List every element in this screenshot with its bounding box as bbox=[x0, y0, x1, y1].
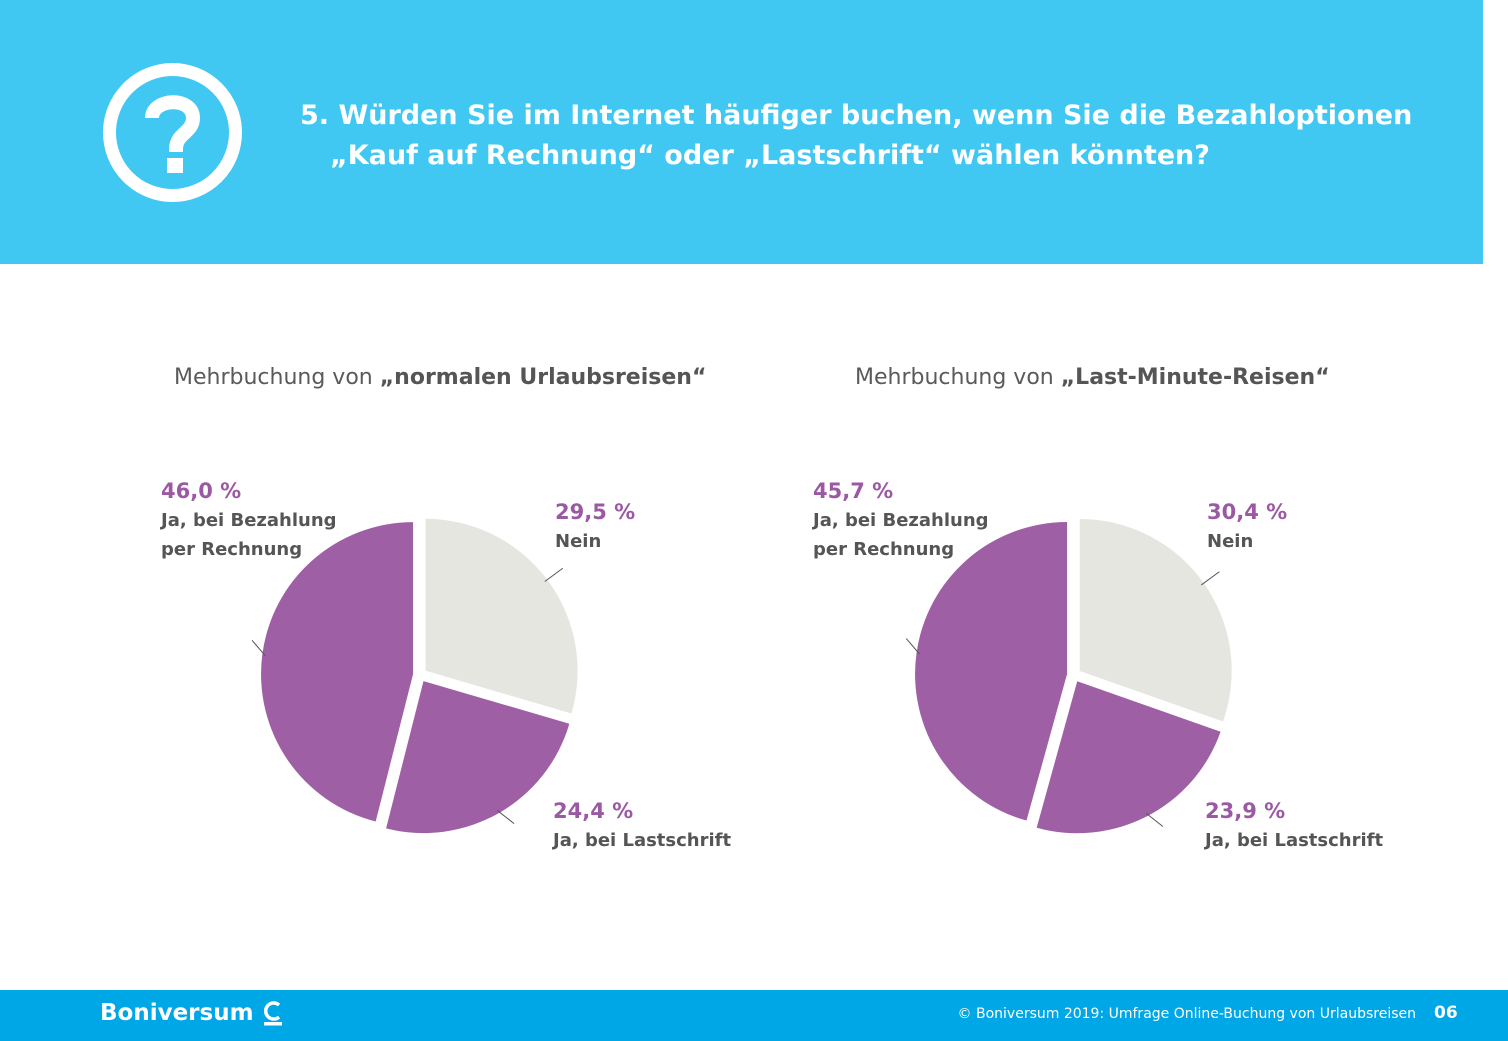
leader-line bbox=[497, 810, 515, 825]
chart2-pct-rechnung: 45,7 % bbox=[813, 479, 894, 503]
brand-logo: Boniversum bbox=[100, 1000, 284, 1027]
chart1-text-nein: Nein bbox=[555, 531, 602, 552]
chart2-label-nein: 30,4 % Nein bbox=[1207, 497, 1287, 556]
chart1-title-bold: „normalen Urlaubsreisen“ bbox=[379, 365, 707, 390]
brand-name: Boniversum bbox=[100, 1000, 254, 1026]
chart2-text-rechnung-2: per Rechnung bbox=[813, 539, 955, 560]
chart2-text-nein: Nein bbox=[1207, 531, 1254, 552]
copyright-text: © Boniversum 2019: Umfrage Online-Buchun… bbox=[957, 1006, 1416, 1022]
chart1-label-rechnung: 46,0 % Ja, bei Bezahlung per Rechnung bbox=[161, 476, 337, 564]
chart1-pct-lastschrift: 24,4 % bbox=[553, 799, 634, 823]
page-title: 5. Würden Sie im Internet häufiger buche… bbox=[300, 96, 1412, 176]
chart1-text-rechnung-1: Ja, bei Bezahlung bbox=[161, 510, 337, 531]
question-number: 5. bbox=[300, 100, 330, 131]
chart1-label-lastschrift: 24,4 % Ja, bei Lastschrift bbox=[553, 796, 731, 855]
chart2-text-lastschrift: Ja, bei Lastschrift bbox=[1205, 830, 1384, 851]
brand-mark-icon bbox=[263, 1000, 282, 1025]
pie-slice bbox=[261, 522, 414, 822]
chart2-label-lastschrift: 23,9 % Ja, bei Lastschrift bbox=[1205, 796, 1383, 855]
pie-slice bbox=[1036, 681, 1221, 834]
pie-slice bbox=[915, 522, 1068, 821]
leader-line bbox=[544, 567, 564, 582]
pie-slice bbox=[1079, 518, 1232, 722]
chart2-title-bold: „Last-Minute-Reisen“ bbox=[1060, 365, 1330, 390]
chart1-pct-rechnung: 46,0 % bbox=[161, 479, 242, 503]
chart1-title: Mehrbuchung von „normalen Urlaubsreisen“ bbox=[174, 365, 706, 390]
chart1-title-prefix: Mehrbuchung von bbox=[174, 365, 380, 390]
chart1-pct-nein: 29,5 % bbox=[555, 500, 636, 524]
title-line2: „Kauf auf Rechnung“ oder „Lastschrift“ w… bbox=[330, 140, 1210, 171]
chart2-text-rechnung-1: Ja, bei Bezahlung bbox=[813, 510, 989, 531]
chart2-label-rechnung: 45,7 % Ja, bei Bezahlung per Rechnung bbox=[813, 476, 989, 564]
footer-bar bbox=[0, 990, 1508, 1041]
pie-slice bbox=[425, 518, 578, 714]
leader-line bbox=[1201, 571, 1220, 586]
leader-line bbox=[905, 638, 920, 655]
leader-line bbox=[251, 639, 266, 657]
chart1-label-nein: 29,5 % Nein bbox=[555, 497, 635, 556]
chart1-pie bbox=[251, 518, 578, 834]
pie-slice bbox=[386, 681, 570, 834]
chart2-pct-lastschrift: 23,9 % bbox=[1205, 799, 1286, 823]
page-number: 06 bbox=[1434, 1003, 1458, 1023]
chart1-text-rechnung-2: per Rechnung bbox=[161, 539, 303, 560]
chart2-pct-nein: 30,4 % bbox=[1207, 500, 1288, 524]
chart2-title-prefix: Mehrbuchung von bbox=[855, 365, 1061, 390]
leader-line bbox=[1145, 812, 1164, 827]
chart2-pie bbox=[905, 518, 1232, 834]
header-banner bbox=[0, 0, 1483, 264]
chart1-text-lastschrift: Ja, bei Lastschrift bbox=[553, 830, 732, 851]
chart2-title: Mehrbuchung von „Last-Minute-Reisen“ bbox=[855, 365, 1330, 390]
question-icon bbox=[103, 63, 242, 202]
title-line1: Würden Sie im Internet häufiger buchen, … bbox=[338, 100, 1413, 131]
